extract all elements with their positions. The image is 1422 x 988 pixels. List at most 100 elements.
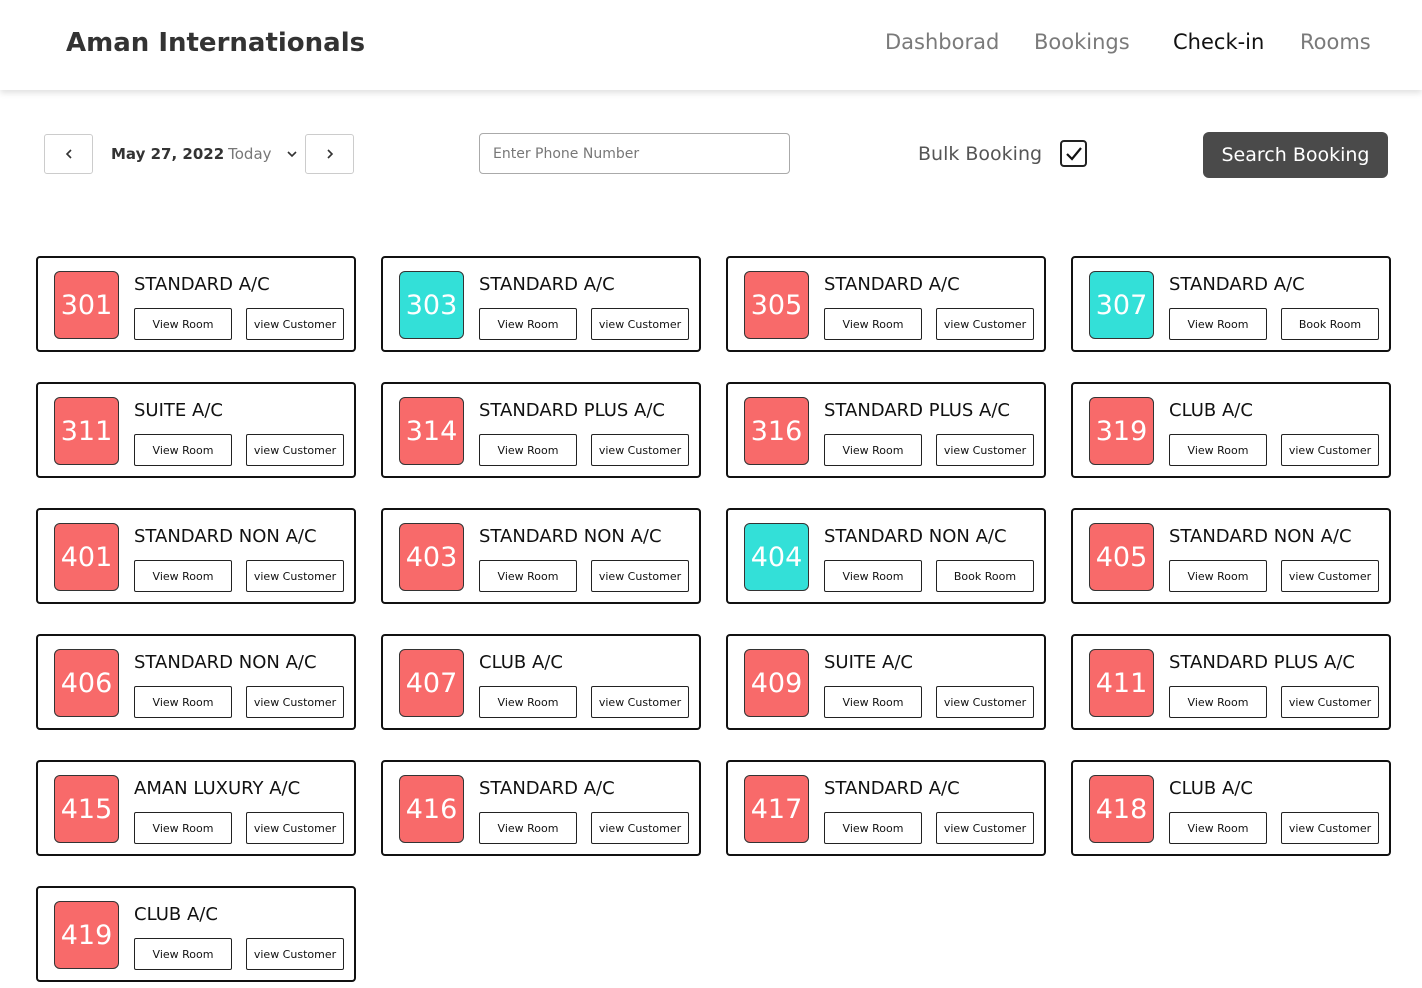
room-action-button[interactable]: view Customer [936,812,1034,844]
room-number: 404 [744,523,809,591]
room-action-button[interactable]: View Room [824,812,922,844]
room-card: 307 STANDARD A/C View Room Book Room [1071,256,1391,352]
room-action-button[interactable]: View Room [1169,686,1267,718]
search-button[interactable]: Search Booking [1203,132,1388,178]
room-action-button[interactable]: view Customer [591,560,689,592]
room-action-button[interactable]: View Room [134,686,232,718]
room-number: 411 [1089,649,1154,717]
room-type: SUITE A/C [824,652,913,673]
room-action-button[interactable]: view Customer [246,308,344,340]
room-action-button[interactable]: view Customer [1281,686,1379,718]
room-action-button[interactable]: view Customer [591,308,689,340]
room-type: STANDARD A/C [824,274,960,295]
room-action-button[interactable]: view Customer [591,434,689,466]
bulk-checkbox[interactable] [1060,140,1087,167]
room-action-button[interactable]: view Customer [1281,434,1379,466]
room-card: 311 SUITE A/C View Room view Customer [36,382,356,478]
room-card: 403 STANDARD NON A/C View Room view Custome… [381,508,701,604]
room-card: 303 STANDARD A/C View Room view Customer [381,256,701,352]
room-action-button[interactable]: View Room [479,308,577,340]
room-number: 409 [744,649,809,717]
room-type: AMAN LUXURY A/C [134,778,301,799]
date-text: May 27, 2022 [111,145,225,163]
room-number: 301 [54,271,119,339]
room-number: 314 [399,397,464,465]
room-type: CLUB A/C [134,904,218,925]
room-action-button[interactable]: view Customer [246,434,344,466]
room-card: 417 STANDARD A/C View Room view Customer [726,760,1046,856]
room-action-button[interactable]: View Room [824,308,922,340]
room-number: 401 [54,523,119,591]
room-action-button[interactable]: view Customer [591,812,689,844]
room-action-button[interactable]: Book Room [936,560,1034,592]
room-action-button[interactable]: View Room [134,938,232,970]
room-card: 419 CLUB A/C View Room view Customer [36,886,356,982]
room-type: STANDARD A/C [479,778,615,799]
room-card: 316 STANDARD PLUS A/C View Room view Custom… [726,382,1046,478]
room-action-button[interactable]: View Room [134,434,232,466]
room-action-button[interactable]: View Room [134,308,232,340]
room-action-button[interactable]: view Customer [936,686,1034,718]
room-number: 305 [744,271,809,339]
room-action-button[interactable]: View Room [479,812,577,844]
room-number: 416 [399,775,464,843]
nav-link[interactable]: Bookings [1034,30,1130,54]
room-type: STANDARD PLUS A/C [1169,652,1356,673]
room-card: 319 CLUB A/C View Room view Customer [1071,382,1391,478]
room-action-button[interactable]: view Customer [246,938,344,970]
check-mark [1065,146,1082,161]
room-action-button[interactable]: view Customer [246,686,344,718]
chevron-left [65,149,72,159]
nav-link[interactable]: Rooms [1300,30,1371,54]
brand-title: Aman Internationals [66,28,366,58]
nav-link[interactable]: Check-in [1173,30,1265,54]
room-action-button[interactable]: View Room [824,434,922,466]
room-type: CLUB A/C [1169,400,1253,421]
room-action-button[interactable]: Book Room [1281,308,1379,340]
room-action-button[interactable]: View Room [824,560,922,592]
room-number: 319 [1089,397,1154,465]
room-card: 314 STANDARD PLUS A/C View Room view Custom… [381,382,701,478]
date-picker[interactable]: May 27, 2022 Today [111,145,299,163]
room-action-button[interactable]: View Room [479,560,577,592]
room-number: 418 [1089,775,1154,843]
room-card: 301 STANDARD A/C View Room view Customer [36,256,356,352]
room-number: 419 [54,901,119,969]
room-action-button[interactable]: view Customer [936,308,1034,340]
nav-link[interactable]: Dashborad [885,30,1000,54]
room-action-button[interactable]: view Customer [246,812,344,844]
phone-input[interactable]: Enter Phone Number [479,133,790,174]
prev-day-button[interactable] [44,134,93,174]
date-note: Today [228,145,272,163]
room-number: 405 [1089,523,1154,591]
room-action-button[interactable]: view Customer [936,434,1034,466]
room-action-button[interactable]: View Room [1169,308,1267,340]
room-action-button[interactable]: View Room [479,434,577,466]
room-action-button[interactable]: View Room [824,686,922,718]
chevron-right [326,149,333,159]
room-card: 406 STANDARD NON A/C View Room view Custome… [36,634,356,730]
room-card: 418 CLUB A/C View Room view Customer [1071,760,1391,856]
room-number: 316 [744,397,809,465]
room-type: STANDARD A/C [824,778,960,799]
room-type: SUITE A/C [134,400,223,421]
room-action-button[interactable]: View Room [479,686,577,718]
next-day-button[interactable] [305,134,354,174]
room-number: 307 [1089,271,1154,339]
room-type: STANDARD A/C [479,274,615,295]
room-card: 405 STANDARD NON A/C View Room view Custome… [1071,508,1391,604]
room-action-button[interactable]: View Room [1169,434,1267,466]
room-action-button[interactable]: View Room [1169,560,1267,592]
room-action-button[interactable]: view Customer [1281,560,1379,592]
room-action-button[interactable]: View Room [1169,812,1267,844]
room-type: STANDARD NON A/C [479,526,662,547]
room-action-button[interactable]: view Customer [1281,812,1379,844]
room-number: 406 [54,649,119,717]
room-type: STANDARD NON A/C [134,526,317,547]
room-action-button[interactable]: View Room [134,812,232,844]
room-action-button[interactable]: view Customer [246,560,344,592]
room-card: 416 STANDARD A/C View Room view Customer [381,760,701,856]
room-action-button[interactable]: view Customer [591,686,689,718]
room-action-button[interactable]: View Room [134,560,232,592]
